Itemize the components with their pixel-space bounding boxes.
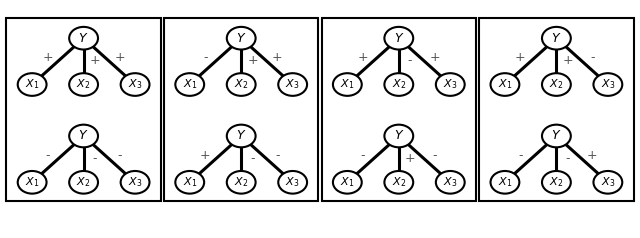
- Ellipse shape: [385, 27, 413, 50]
- Text: -: -: [45, 149, 50, 162]
- Ellipse shape: [385, 171, 413, 194]
- Ellipse shape: [69, 27, 98, 50]
- Text: $X_3$: $X_3$: [601, 78, 615, 91]
- Ellipse shape: [121, 171, 150, 194]
- Text: $X_3$: $X_3$: [285, 78, 300, 91]
- Text: $X_2$: $X_2$: [549, 175, 564, 189]
- Text: $X_3$: $X_3$: [443, 175, 458, 189]
- Ellipse shape: [436, 171, 465, 194]
- Ellipse shape: [227, 171, 255, 194]
- Text: -: -: [566, 152, 570, 165]
- Text: $Y$: $Y$: [236, 129, 246, 143]
- Ellipse shape: [542, 73, 571, 96]
- Ellipse shape: [436, 73, 465, 96]
- Ellipse shape: [542, 27, 571, 50]
- Text: +: +: [515, 51, 525, 64]
- Ellipse shape: [18, 73, 47, 96]
- Text: $X_1$: $X_1$: [182, 78, 197, 91]
- Text: +: +: [200, 149, 211, 162]
- Ellipse shape: [490, 73, 519, 96]
- Text: +: +: [42, 51, 53, 64]
- Ellipse shape: [18, 171, 47, 194]
- Text: -: -: [408, 54, 412, 67]
- Text: +: +: [429, 51, 440, 64]
- Text: +: +: [247, 54, 258, 67]
- Text: $Y$: $Y$: [551, 32, 562, 45]
- Text: -: -: [433, 149, 437, 162]
- Text: -: -: [590, 51, 595, 64]
- Text: $Y$: $Y$: [394, 129, 404, 143]
- Text: $X_3$: $X_3$: [285, 175, 300, 189]
- Ellipse shape: [542, 125, 571, 147]
- Ellipse shape: [175, 171, 204, 194]
- Text: +: +: [358, 51, 368, 64]
- Text: -: -: [518, 149, 523, 162]
- Ellipse shape: [227, 125, 255, 147]
- Text: $X_3$: $X_3$: [601, 175, 615, 189]
- Text: $Y$: $Y$: [78, 129, 89, 143]
- Text: -: -: [93, 152, 97, 165]
- Ellipse shape: [385, 73, 413, 96]
- Text: $X_1$: $X_1$: [498, 175, 512, 189]
- Ellipse shape: [69, 73, 98, 96]
- Ellipse shape: [69, 125, 98, 147]
- Ellipse shape: [278, 171, 307, 194]
- Ellipse shape: [593, 171, 622, 194]
- Text: -: -: [203, 51, 207, 64]
- Text: $Y$: $Y$: [394, 32, 404, 45]
- Text: +: +: [405, 152, 415, 165]
- Text: -: -: [275, 149, 280, 162]
- Ellipse shape: [227, 27, 255, 50]
- Text: $X_3$: $X_3$: [128, 78, 142, 91]
- Text: $X_3$: $X_3$: [128, 175, 142, 189]
- Ellipse shape: [542, 171, 571, 194]
- Text: $Y$: $Y$: [78, 32, 89, 45]
- Ellipse shape: [333, 73, 362, 96]
- Text: $X_2$: $X_2$: [76, 78, 91, 91]
- Text: +: +: [272, 51, 282, 64]
- Ellipse shape: [593, 73, 622, 96]
- Text: $X_1$: $X_1$: [182, 175, 197, 189]
- Text: $X_1$: $X_1$: [25, 78, 39, 91]
- Text: $X_3$: $X_3$: [443, 78, 458, 91]
- Ellipse shape: [385, 125, 413, 147]
- Text: $X_1$: $X_1$: [25, 175, 39, 189]
- Ellipse shape: [278, 73, 307, 96]
- Text: $X_1$: $X_1$: [340, 175, 355, 189]
- Text: $X_2$: $X_2$: [234, 78, 248, 91]
- Text: $X_1$: $X_1$: [498, 78, 512, 91]
- Text: $X_1$: $X_1$: [340, 78, 355, 91]
- Ellipse shape: [121, 73, 150, 96]
- Text: +: +: [115, 51, 125, 64]
- Text: +: +: [563, 54, 573, 67]
- Text: $X_2$: $X_2$: [392, 175, 406, 189]
- Ellipse shape: [69, 171, 98, 194]
- Ellipse shape: [227, 73, 255, 96]
- Ellipse shape: [490, 171, 519, 194]
- Text: -: -: [360, 149, 365, 162]
- Text: -: -: [250, 152, 255, 165]
- Text: $X_2$: $X_2$: [392, 78, 406, 91]
- Text: $X_2$: $X_2$: [549, 78, 564, 91]
- Text: $X_2$: $X_2$: [76, 175, 91, 189]
- Text: $Y$: $Y$: [236, 32, 246, 45]
- Ellipse shape: [175, 73, 204, 96]
- Text: +: +: [587, 149, 598, 162]
- Ellipse shape: [333, 171, 362, 194]
- Text: +: +: [90, 54, 100, 67]
- Text: -: -: [117, 149, 122, 162]
- Text: $X_2$: $X_2$: [234, 175, 248, 189]
- Text: $Y$: $Y$: [551, 129, 562, 143]
